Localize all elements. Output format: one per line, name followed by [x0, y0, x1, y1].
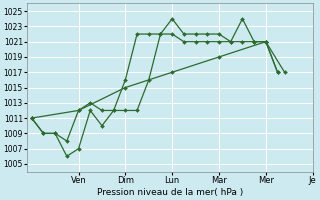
- X-axis label: Pression niveau de la mer( hPa ): Pression niveau de la mer( hPa ): [97, 188, 243, 197]
